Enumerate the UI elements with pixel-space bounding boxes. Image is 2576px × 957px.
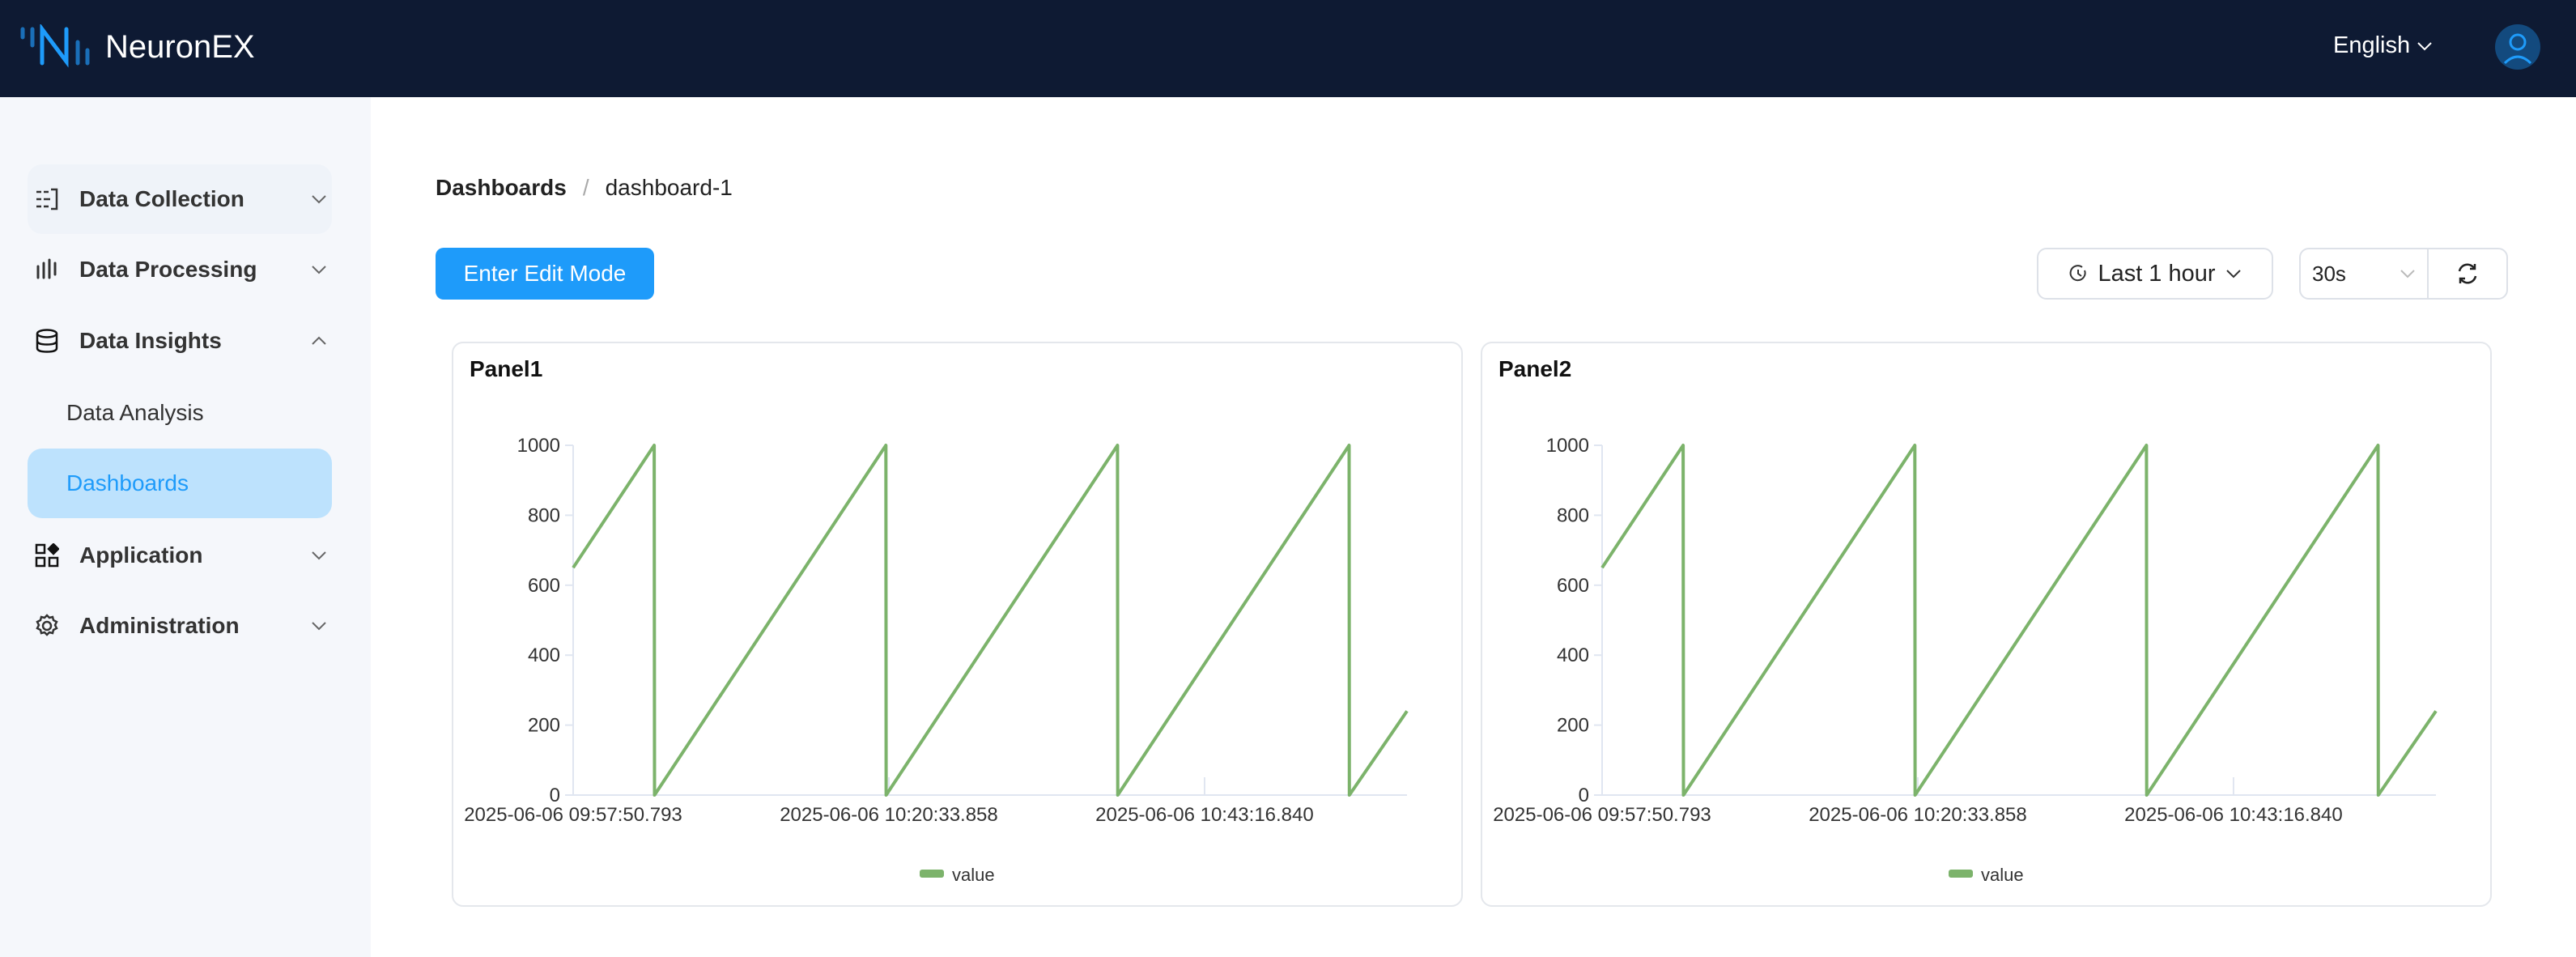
panel-1: Panel1 0 200 400 600 800 1000 2025-06-06 09:57…	[452, 342, 1463, 907]
chevron-up-icon	[312, 336, 326, 345]
sidebar-item-data-collection[interactable]: Data Collection	[28, 164, 332, 234]
avatar[interactable]	[2495, 24, 2540, 70]
brand-name: NeuronEX	[105, 29, 255, 65]
refresh-icon	[2458, 263, 2477, 284]
x-tick-label: 2025-06-06 09:57:50.793	[1493, 804, 1711, 826]
legend-label: value	[952, 865, 995, 885]
x-tick-label: 2025-06-06 10:20:33.858	[780, 804, 998, 826]
x-tick-label: 2025-06-06 10:20:33.858	[1809, 804, 2027, 826]
sidebar-item-data-analysis[interactable]: Data Analysis	[66, 400, 204, 425]
series-line-value	[1600, 444, 2438, 797]
y-tick-label: 600	[528, 575, 560, 597]
user-icon	[2503, 33, 2532, 65]
y-tick-label: 1000	[517, 435, 560, 457]
legend-swatch	[1949, 870, 1973, 878]
breadcrumb-current: dashboard-1	[605, 175, 733, 200]
chevron-down-icon	[2400, 270, 2415, 279]
database-icon	[28, 329, 66, 353]
breadcrumb: Dashboards / dashboard-1	[436, 175, 733, 201]
y-tick-label: 200	[1557, 715, 1589, 737]
x-tick-label: 2025-06-06 10:43:16.840	[2124, 804, 2343, 826]
legend-swatch	[920, 870, 944, 878]
panel-2: Panel2 0 200 400 600 800 1000 2025-06-06 09:57…	[1481, 342, 2492, 907]
chevron-down-icon	[312, 266, 326, 274]
application-icon	[28, 543, 66, 568]
chevron-down-icon	[312, 551, 326, 560]
time-range-picker[interactable]: Last 1 hour	[2037, 248, 2273, 300]
clock-history-icon	[2070, 265, 2086, 282]
language-selector[interactable]: English	[2333, 32, 2433, 59]
legend-label: value	[1981, 865, 2024, 885]
breadcrumb-dashboards[interactable]: Dashboards	[436, 175, 567, 200]
chevron-down-icon	[312, 622, 326, 631]
sidebar-item-data-insights[interactable]: Data Insights	[28, 306, 332, 376]
sidebar-item-administration[interactable]: Administration	[28, 591, 332, 661]
refresh-button[interactable]	[2429, 249, 2506, 298]
sidebar: Data Collection Data Processing Data Ins…	[0, 97, 371, 957]
neuronex-logo-icon	[20, 24, 90, 68]
refresh-control: 30s	[2299, 248, 2508, 300]
sidebar-item-data-processing[interactable]: Data Processing	[28, 235, 332, 304]
y-tick-label: 200	[528, 715, 560, 737]
data-processing-icon	[28, 258, 66, 281]
y-tick-label: 0	[1579, 785, 1589, 806]
time-range-label: Last 1 hour	[2098, 260, 2216, 287]
enter-edit-mode-button[interactable]: Enter Edit Mode	[436, 248, 654, 300]
series-line-value	[572, 444, 1409, 797]
y-tick-label: 800	[1557, 504, 1589, 526]
panel-title: Panel1	[470, 356, 543, 381]
data-collection-icon	[28, 188, 66, 211]
chevron-down-icon	[2417, 41, 2432, 50]
language-label: English	[2333, 32, 2411, 58]
y-tick-label: 600	[1557, 575, 1589, 597]
sidebar-item-application[interactable]: Application	[28, 521, 332, 590]
y-tick-label: 400	[1557, 644, 1589, 666]
chevron-down-icon	[2225, 270, 2241, 279]
y-tick-label: 0	[550, 785, 560, 806]
sidebar-item-dashboards[interactable]: Dashboards	[28, 449, 332, 518]
x-tick-label: 2025-06-06 10:43:16.840	[1095, 804, 1314, 826]
panel-title: Panel2	[1498, 356, 1572, 381]
x-tick-label: 2025-06-06 09:57:50.793	[464, 804, 682, 826]
line-chart: 0 200 400 600 800 1000 2025-06-06 09:57:50.793…	[1493, 435, 2438, 885]
gear-icon	[28, 614, 66, 638]
top-header: NeuronEX English	[0, 0, 2576, 97]
chevron-down-icon	[312, 195, 326, 204]
y-tick-label: 800	[528, 504, 560, 526]
refresh-interval-select[interactable]: 30s	[2301, 249, 2429, 298]
line-chart: 0 200 400 600 800 1000 2025-06-06 09:57:50.793…	[464, 435, 1409, 885]
y-tick-label: 1000	[1546, 435, 1589, 457]
breadcrumb-separator: /	[582, 175, 589, 200]
y-tick-label: 400	[528, 644, 560, 666]
